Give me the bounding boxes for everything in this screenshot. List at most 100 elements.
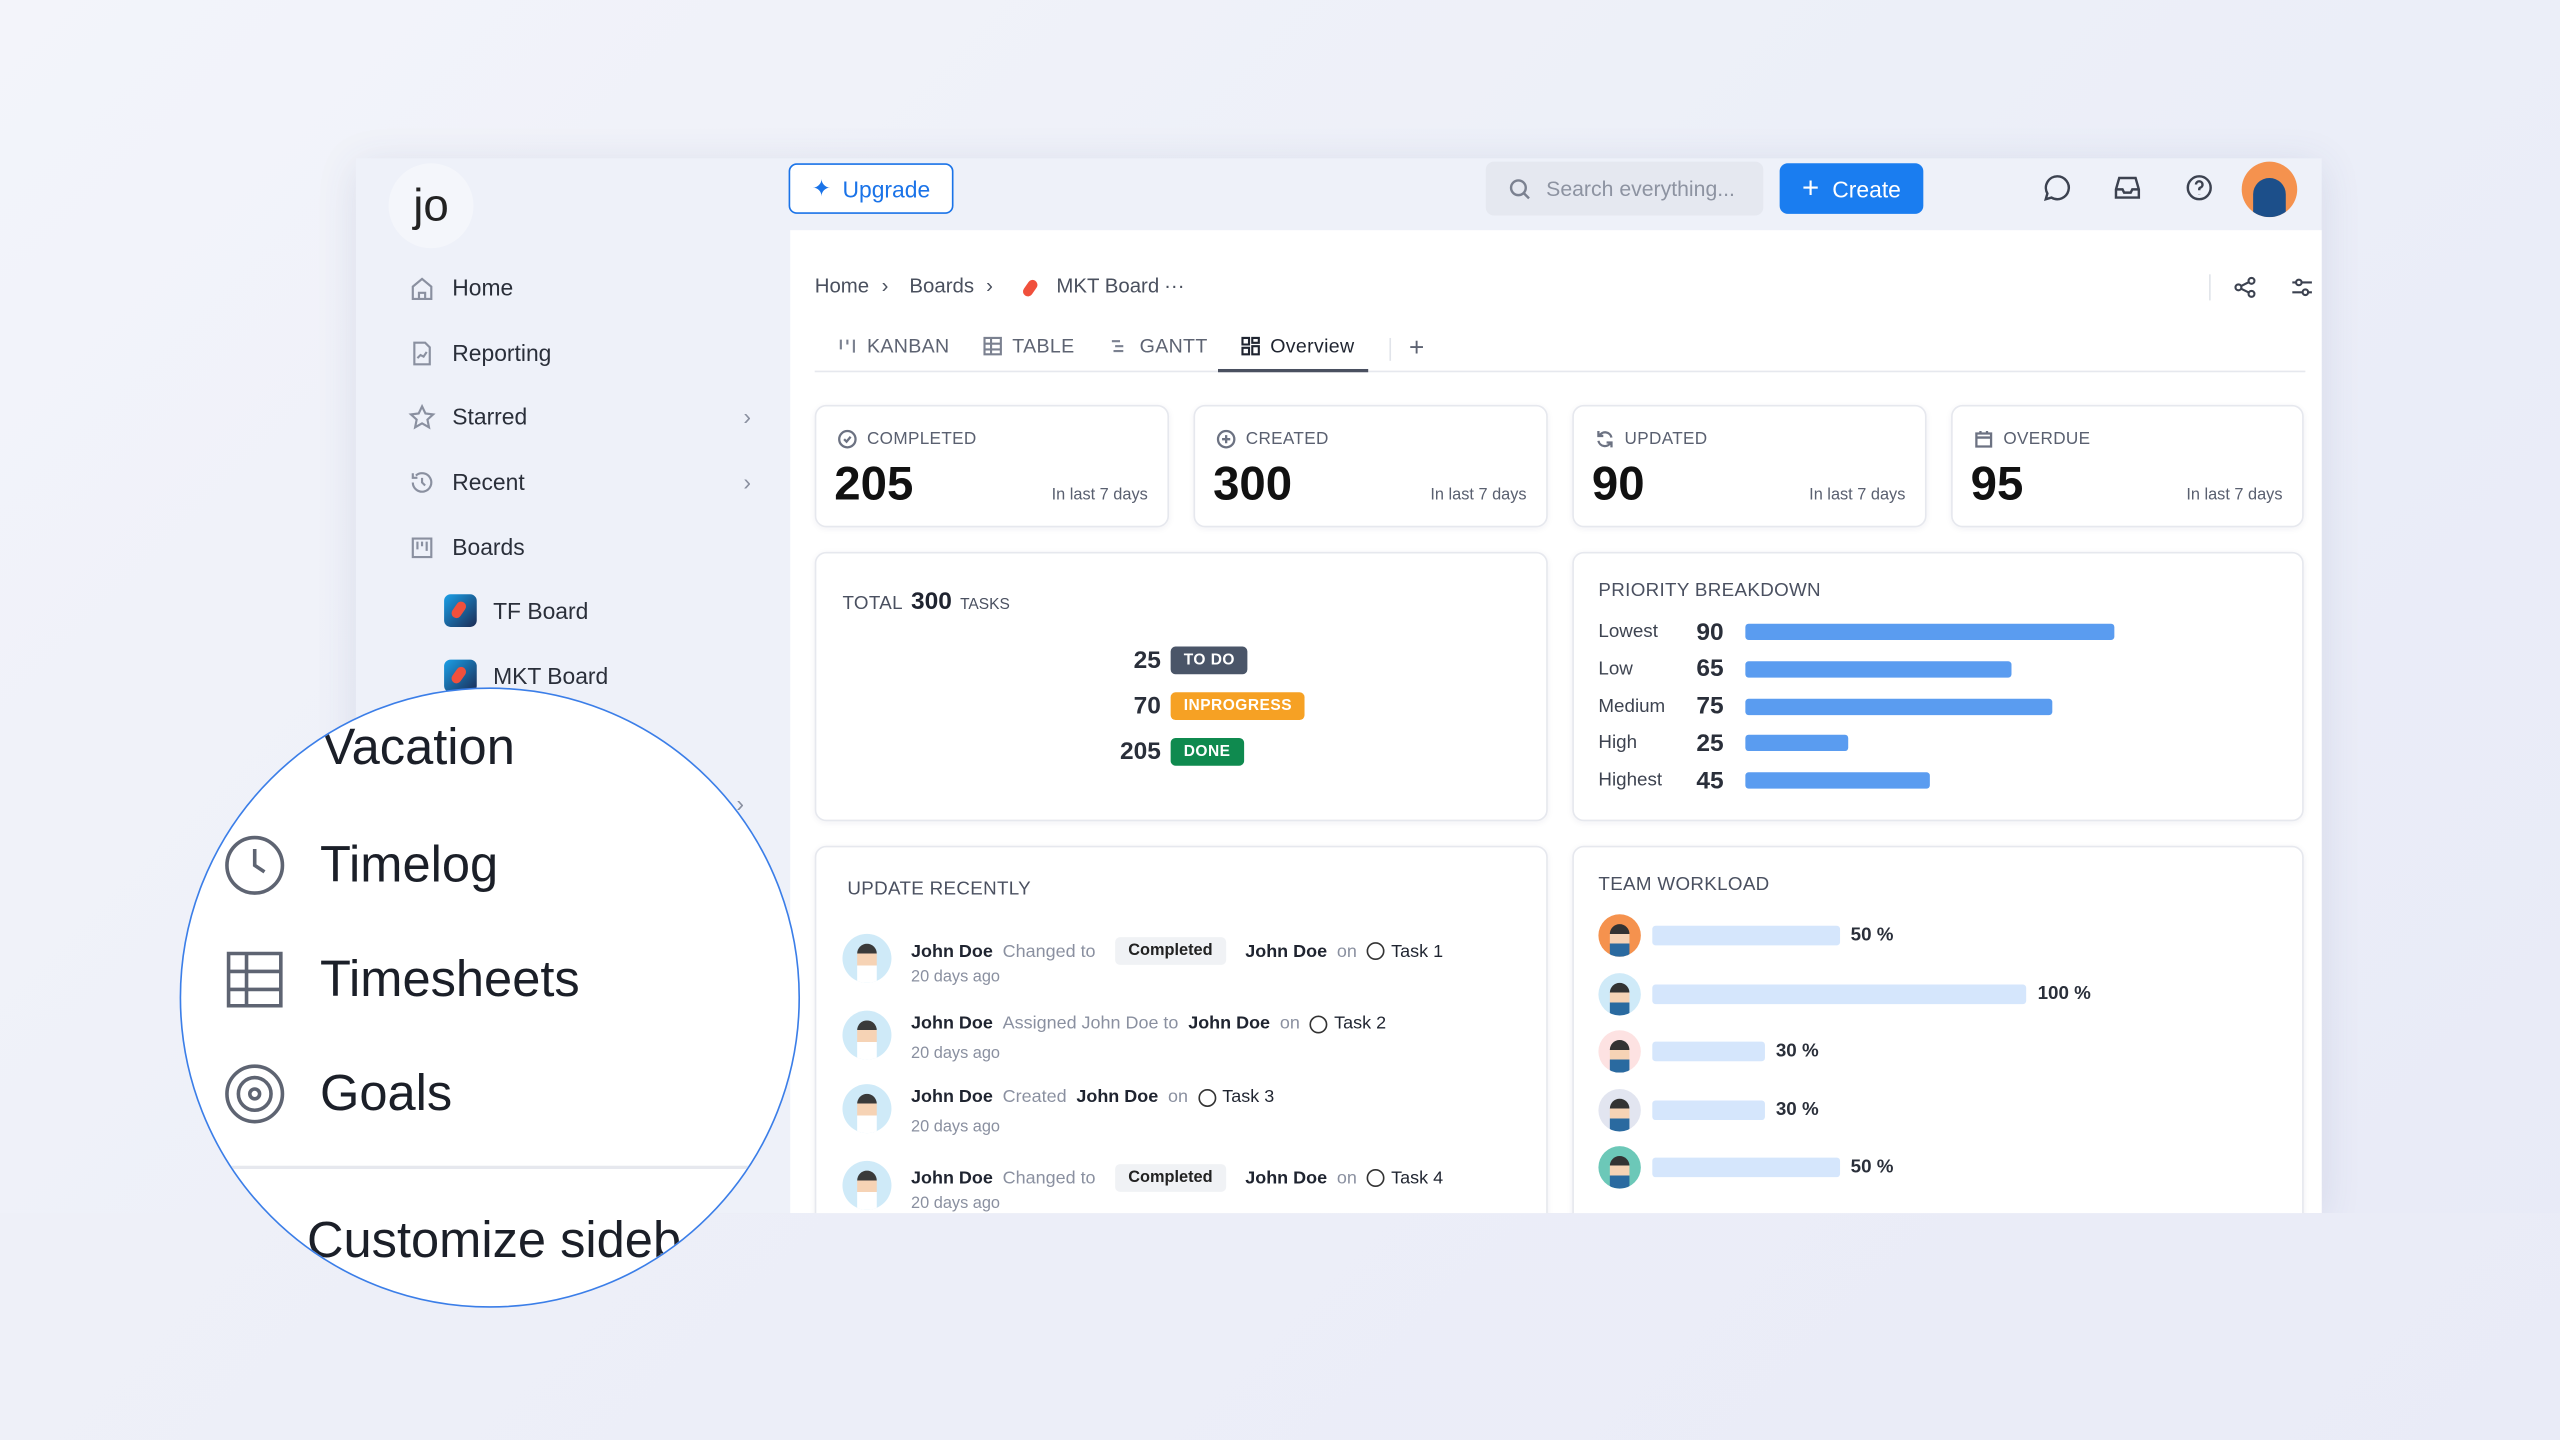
more-icon[interactable]: ··· [1164, 274, 1185, 298]
priority-label: Low [1598, 659, 1633, 679]
breadcrumb-boards[interactable]: Boards [909, 274, 975, 298]
sidebar-item-timesheets[interactable]: Timesheets [222, 947, 580, 1012]
status-chip: Completed [1115, 1164, 1226, 1192]
update-text: John Doe Assigned John Doe to John Doe on Ta… [911, 1014, 1386, 1034]
member-avatar[interactable] [1598, 914, 1641, 957]
workload-percent: 100 % [2037, 983, 2091, 1004]
update-text: John Doe Changed to Completed John Doe on Tas… [911, 937, 1443, 965]
tabs-divider [814, 370, 2306, 373]
workload-row: 50 % [1598, 914, 1893, 957]
workload-bar [1652, 1041, 1765, 1062]
help-icon [2186, 175, 2212, 201]
sidebar-board-tf[interactable]: TF Board [444, 591, 588, 630]
priority-bar [1745, 623, 2115, 641]
add-view-button[interactable]: + [1409, 334, 1425, 363]
update-text: John Doe Changed to Completed John Doe on Tas… [911, 1164, 1443, 1192]
sidebar-item-boards[interactable]: Boards [408, 527, 525, 566]
inbox-button[interactable] [2113, 173, 2146, 206]
status-count: 70 [1133, 692, 1161, 721]
workload-row: 50 % [1598, 1146, 1893, 1190]
clock-icon [225, 835, 285, 895]
stat-period: In last 7 days [1051, 486, 1148, 505]
task-link[interactable]: Task 3 [1222, 1087, 1275, 1107]
update-time: 20 days ago [911, 968, 1001, 987]
refresh-icon [1597, 431, 1613, 448]
workload-row: 100 % [1598, 972, 2091, 1015]
create-button[interactable]: + Create [1779, 163, 1924, 214]
priority-value: 45 [1696, 766, 1724, 795]
divider [2209, 274, 2211, 301]
sidebar-item-reporting[interactable]: Reporting [408, 333, 551, 372]
avatar-figure [857, 943, 877, 983]
tab-table[interactable]: TABLE [983, 335, 1075, 358]
sidebar-item-label: Reporting [452, 339, 552, 366]
sidebar-board-mkt[interactable]: MKT Board [444, 656, 608, 695]
table-icon [983, 336, 1002, 356]
sidebar-item-home[interactable]: Home [408, 268, 513, 307]
help-button[interactable] [2185, 173, 2218, 206]
user-name[interactable]: John Doe [911, 1013, 993, 1034]
plus-circle-icon [1216, 429, 1236, 449]
chevron-right-icon[interactable]: › [743, 403, 752, 430]
task-link[interactable]: Task 2 [1334, 1013, 1387, 1034]
breadcrumb-home[interactable]: Home [814, 274, 870, 298]
gantt-icon [1111, 340, 1124, 353]
share-icon[interactable] [2234, 276, 2257, 299]
target-name[interactable]: John Doe [1245, 1168, 1328, 1188]
settings-sliders-icon[interactable] [2291, 276, 2314, 299]
check-circle-icon [838, 429, 857, 449]
user-avatar[interactable] [2241, 161, 2298, 218]
tab-kanban[interactable]: KANBAN [838, 335, 950, 358]
report-icon [413, 340, 431, 365]
chat-button[interactable] [2043, 173, 2076, 206]
avatar-figure [1609, 982, 1630, 1015]
sidebar-item-goals[interactable]: Goals [222, 1061, 452, 1126]
search-input[interactable]: Search everything... [1485, 161, 1764, 216]
divider [213, 1165, 770, 1169]
divider [1389, 337, 1392, 361]
priority-row: High 25 [1598, 730, 1848, 757]
sidebar-item-label: MKT Board [493, 662, 609, 689]
sidebar-item-timelog[interactable]: Timelog [222, 833, 498, 898]
priority-label: High [1598, 733, 1638, 754]
task-link[interactable]: Task 4 [1391, 1168, 1444, 1188]
stat-value: 300 [1213, 458, 1293, 512]
customize-sidebar-link[interactable]: Customize sideb [306, 1211, 682, 1269]
task-link[interactable]: Task 1 [1391, 941, 1444, 961]
user-name[interactable]: John Doe [911, 1168, 993, 1188]
sidebar-item-vacation[interactable]: Vacation [321, 718, 515, 776]
breadcrumb-current[interactable]: MKT Board [1056, 274, 1160, 298]
chevron-right-icon[interactable]: › [743, 468, 752, 495]
priority-row: Medium 75 [1598, 692, 2053, 720]
stat-value: 90 [1591, 458, 1645, 512]
update-time: 20 days ago [911, 1118, 1001, 1137]
app-logo[interactable]: jo [388, 163, 474, 249]
card-title: UPDATE RECENTLY [847, 880, 1032, 900]
sidebar-item-starred[interactable]: Starred › [408, 397, 751, 436]
on-label: on [1336, 941, 1357, 961]
user-name[interactable]: John Doe [911, 1087, 993, 1107]
on-label: on [1168, 1087, 1189, 1107]
stat-value: 95 [1970, 458, 2024, 512]
upgrade-button[interactable]: ✦ Upgrade [788, 163, 954, 214]
calendar-icon [1975, 431, 1993, 448]
member-avatar[interactable] [1598, 1146, 1641, 1190]
tab-gantt[interactable]: GANTT [1110, 335, 1207, 358]
priority-bar [1745, 698, 2053, 715]
workload-bar [1652, 925, 1840, 946]
tab-overview[interactable]: Overview [1241, 335, 1355, 358]
target-name[interactable]: John Doe [1245, 941, 1328, 961]
chevron-right-icon[interactable]: › [736, 790, 744, 817]
user-avatar [842, 1160, 892, 1210]
target-name[interactable]: John Doe [1188, 1013, 1271, 1034]
target-name[interactable]: John Doe [1076, 1087, 1159, 1107]
priority-bar [1745, 735, 1848, 752]
member-avatar[interactable] [1598, 972, 1641, 1015]
stat-period: In last 7 days [1430, 486, 1527, 505]
breadcrumb-separator: › [881, 274, 889, 298]
sidebar-item-recent[interactable]: Recent › [408, 462, 751, 501]
avatar-figure [857, 1170, 877, 1210]
user-name[interactable]: John Doe [911, 941, 993, 961]
member-avatar[interactable] [1598, 1088, 1641, 1132]
member-avatar[interactable] [1598, 1030, 1641, 1073]
